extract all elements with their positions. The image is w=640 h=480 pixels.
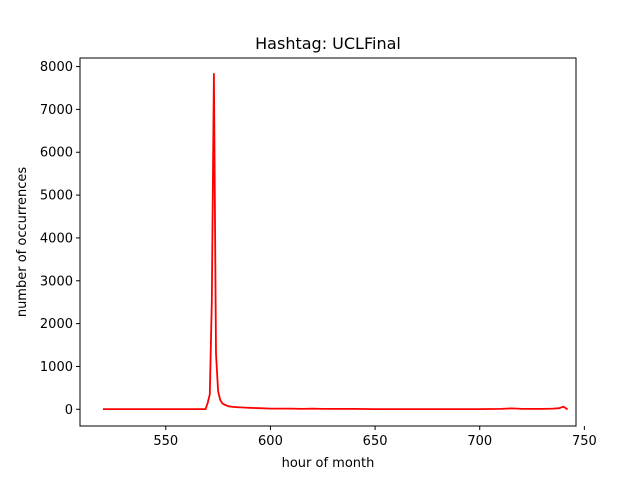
series-line-0 <box>103 73 569 411</box>
x-tick-label: 600 <box>258 434 283 449</box>
y-axis-ticks: 0 1000 2000 3000 4000 5000 6000 7000 8000 <box>40 60 80 418</box>
x-tick-label: 550 <box>153 434 178 449</box>
y-axis-label: number of occurrences <box>15 167 30 318</box>
x-tick-label: 700 <box>467 434 492 449</box>
x-axis-label: hour of month <box>282 456 375 471</box>
y-tick-label: 4000 <box>40 231 73 246</box>
axes-frame <box>79 57 577 427</box>
x-axis-ticks: 550 600 650 700 750 <box>153 426 597 449</box>
y-tick-label: 5000 <box>40 189 73 204</box>
y-tick-label: 0 <box>65 403 73 418</box>
y-tick-label: 3000 <box>40 274 73 289</box>
y-tick-label: 2000 <box>40 317 73 332</box>
x-tick-label: 750 <box>572 434 597 449</box>
plot-area <box>103 73 569 411</box>
y-tick-label: 7000 <box>40 103 73 118</box>
y-tick-label: 6000 <box>40 146 73 161</box>
x-tick-label: 650 <box>363 434 388 449</box>
y-tick-label: 8000 <box>40 60 73 75</box>
chart-title: Hashtag: UCLFinal <box>255 34 401 53</box>
y-tick-label: 1000 <box>40 360 73 375</box>
